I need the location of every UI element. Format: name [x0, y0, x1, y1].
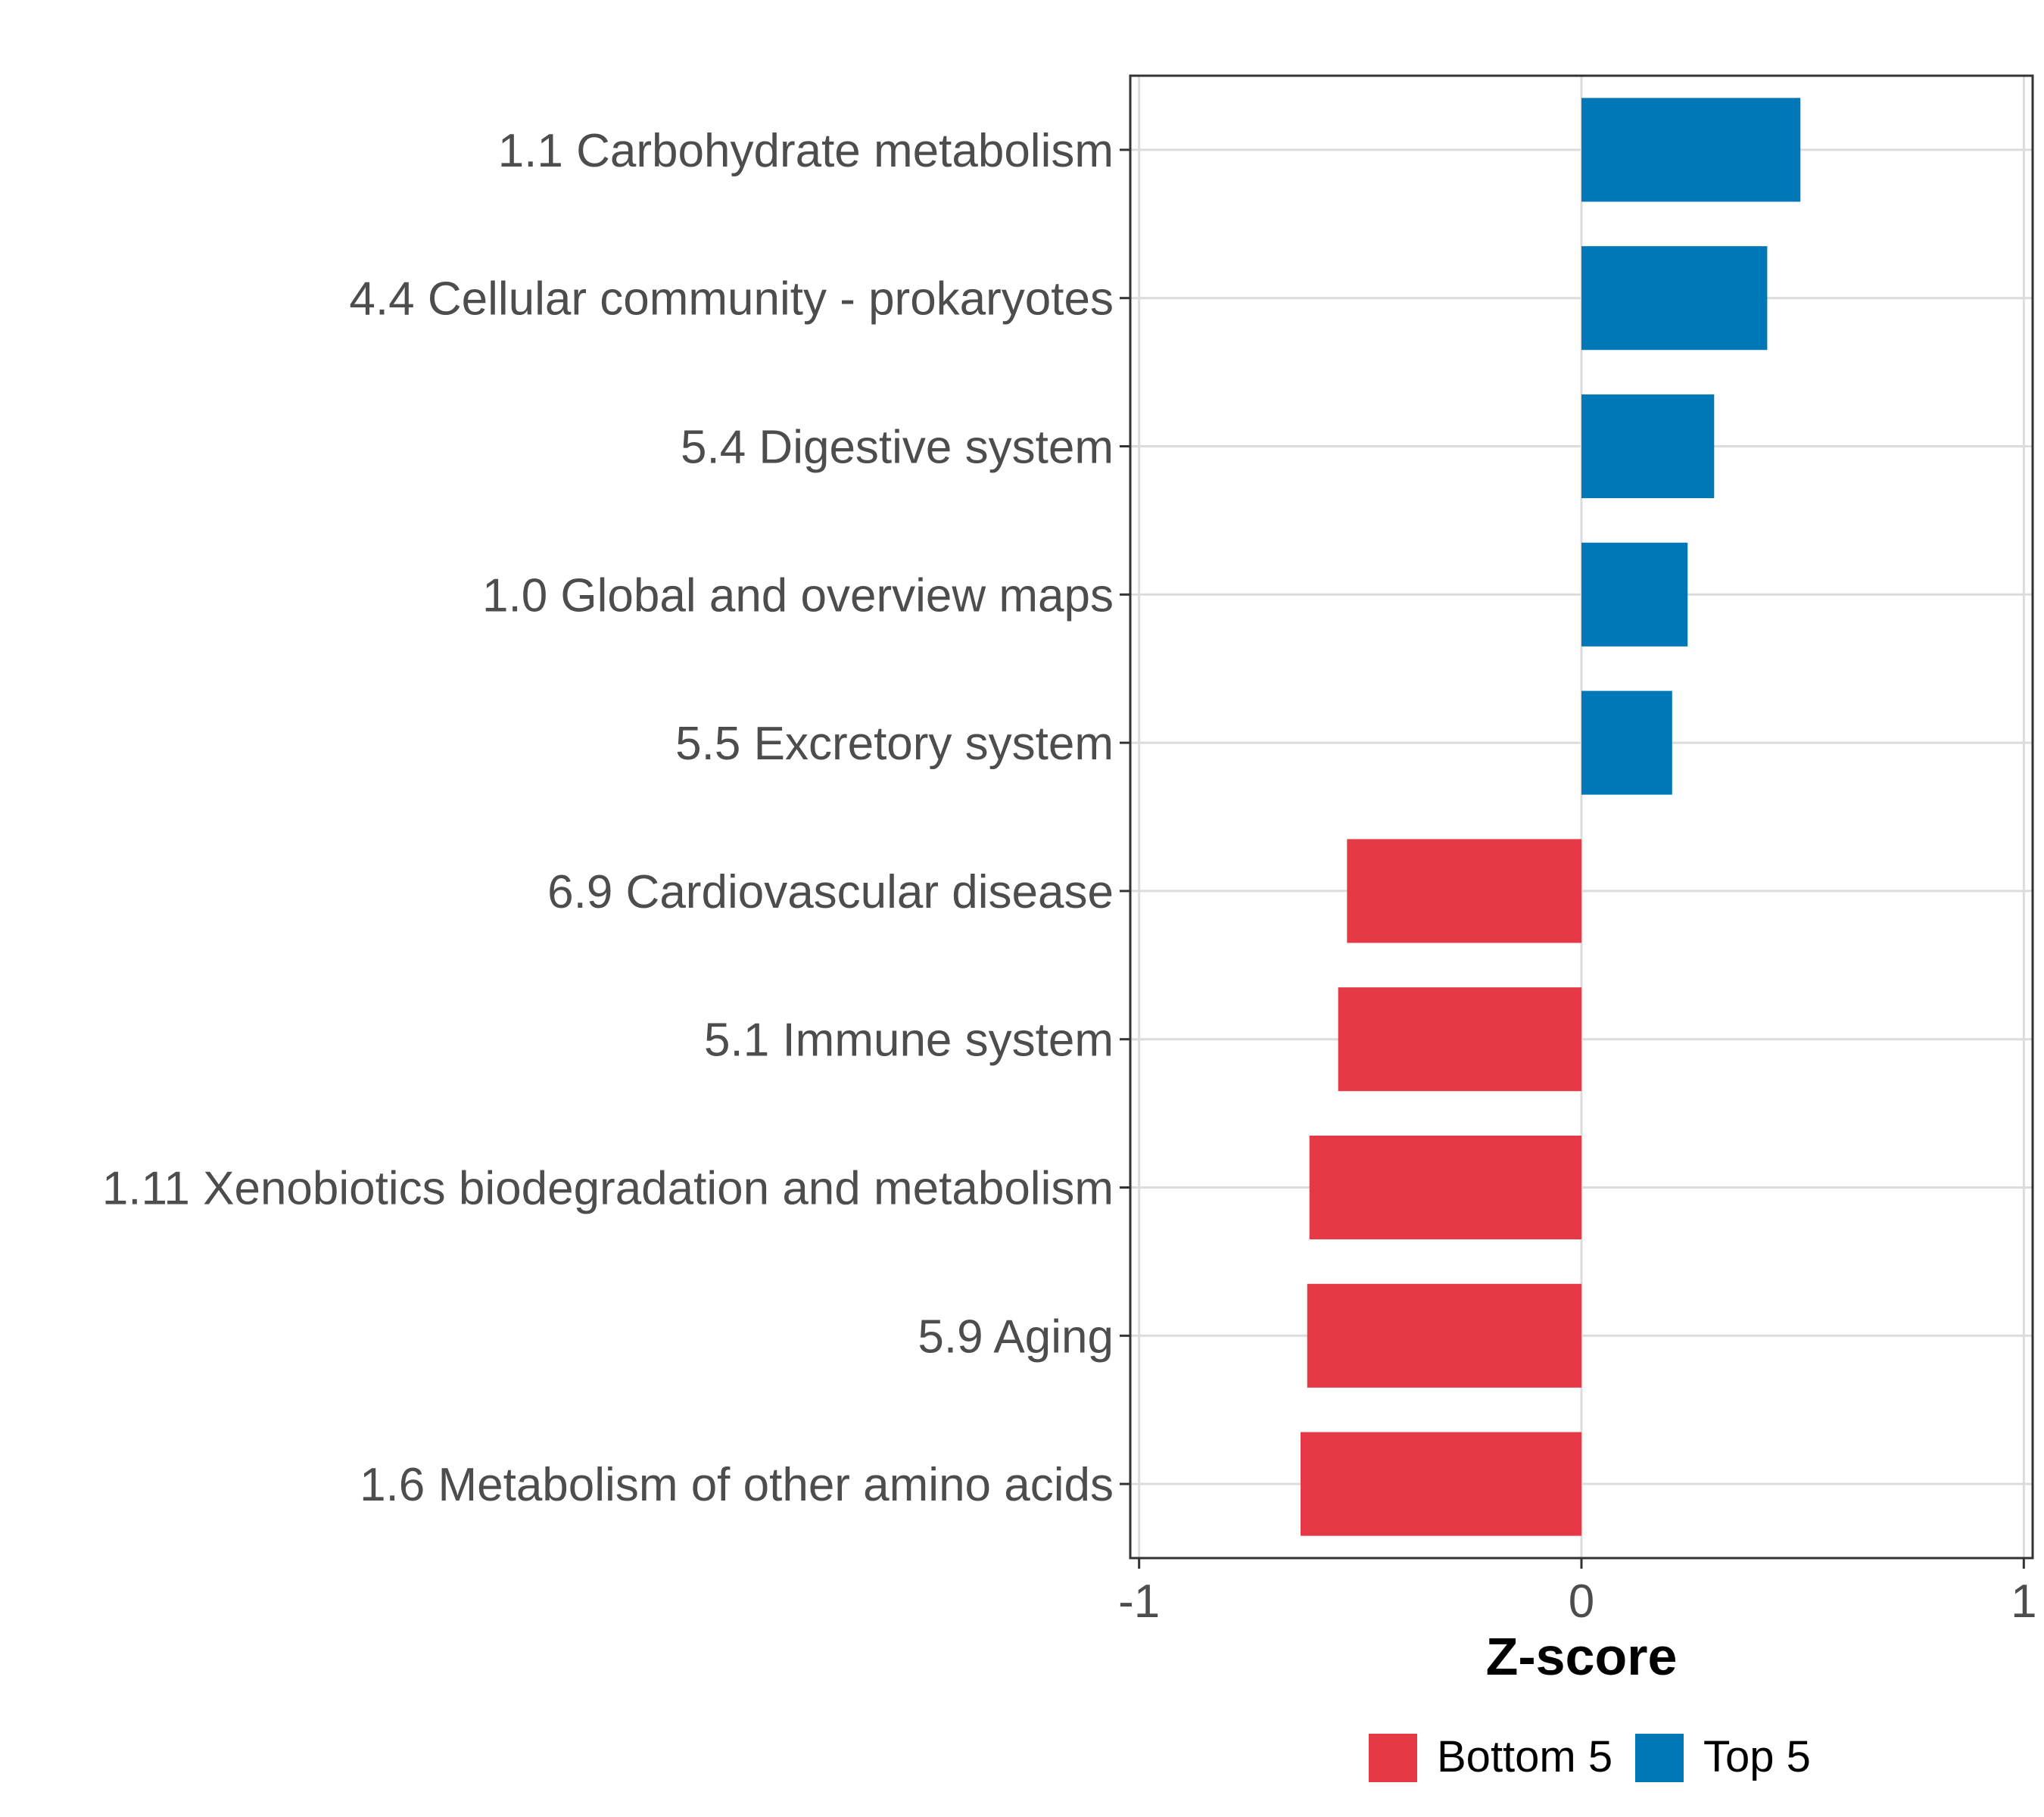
x-tick-label: 1	[2011, 1575, 2036, 1628]
bar-bottom	[1347, 839, 1581, 943]
y-tick-label: 1.11 Xenobiotics biodegradation and meta…	[102, 1163, 1114, 1215]
bar-bottom	[1307, 1283, 1581, 1388]
x-tick-label: -1	[1118, 1575, 1160, 1628]
bar-bottom	[1309, 1135, 1581, 1240]
legend-key-bottom	[1369, 1734, 1417, 1782]
bar-top	[1581, 690, 1672, 795]
x-axis-title: Z-score	[1486, 1627, 1678, 1686]
bar-top	[1581, 246, 1768, 351]
bar-top	[1581, 394, 1715, 499]
bar-bottom	[1300, 1432, 1581, 1536]
y-tick-label: 6.9 Cardiovascular disease	[547, 866, 1114, 918]
x-axis-ticks: -1 0 1	[1118, 1558, 2037, 1628]
y-tick-label: 1.0 Global and overview maps	[482, 569, 1114, 622]
legend-label: Top 5	[1703, 1732, 1811, 1781]
legend-label: Bottom 5	[1437, 1732, 1612, 1781]
bar-bottom	[1338, 987, 1581, 1092]
legend: Bottom 5 Top 5	[1369, 1732, 1811, 1782]
y-tick-label: 5.9 Aging	[918, 1311, 1114, 1363]
bar-top	[1581, 542, 1688, 647]
y-tick-label: 1.1 Carbohydrate metabolism	[498, 125, 1114, 177]
y-tick-label: 4.4 Cellular community - prokaryotes	[349, 273, 1114, 326]
y-axis-ticks: 1.1 Carbohydrate metabolism 4.4 Cellular …	[102, 125, 1130, 1511]
legend-key-top	[1635, 1734, 1684, 1782]
bar-top	[1581, 98, 1801, 202]
y-tick-label: 1.6 Metabolism of other amino acids	[360, 1459, 1114, 1511]
y-tick-label: 5.1 Immune system	[704, 1014, 1114, 1067]
bar-layer	[1300, 98, 1801, 1536]
y-tick-label: 5.4 Digestive system	[681, 422, 1114, 474]
y-tick-label: 5.5 Excretory system	[675, 718, 1114, 770]
x-tick-label: 0	[1569, 1575, 1594, 1628]
